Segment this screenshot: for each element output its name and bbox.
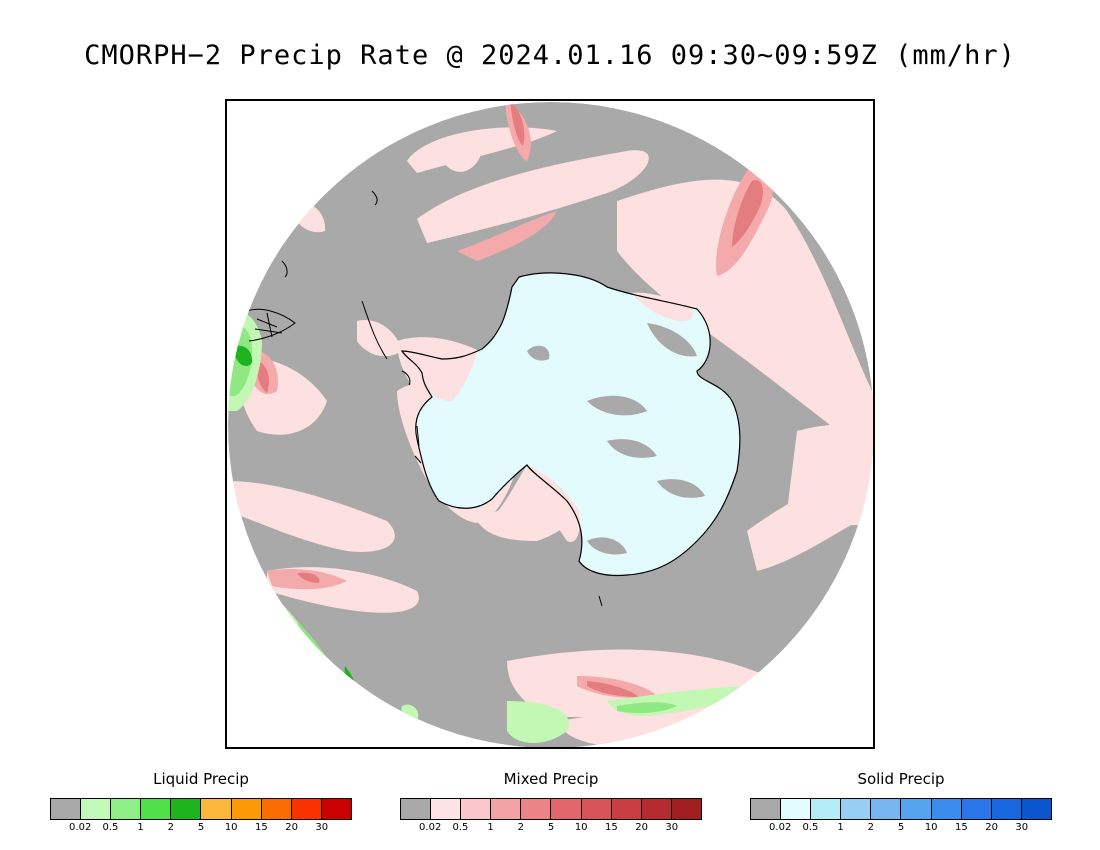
tick-label: 0.02 <box>69 822 92 833</box>
tick-label: 5 <box>547 822 555 833</box>
color-swatch <box>961 799 992 819</box>
legend-solid-precip: Solid Precip 0.02 0.5 1 2 5 10 15 20 30 <box>750 770 1052 836</box>
color-scale <box>400 798 702 820</box>
color-swatch <box>51 799 82 819</box>
legend-mixed-precip: Mixed Precip 0.02 0.5 1 2 5 10 15 20 30 <box>400 770 702 836</box>
coastal-mixed-precip <box>402 292 693 542</box>
tick-labels: 0.02 0.5 1 2 5 10 15 20 30 <box>50 822 352 836</box>
color-swatch <box>81 799 112 819</box>
legend-title: Liquid Precip <box>153 770 249 788</box>
tick-label: 30 <box>665 822 679 833</box>
tick-label: 2 <box>167 822 174 833</box>
color-swatch <box>751 799 782 819</box>
tick-label: 20 <box>285 822 298 833</box>
ice-no-precip-patches <box>527 323 705 555</box>
color-swatch <box>641 799 672 819</box>
color-swatch <box>521 799 552 819</box>
color-swatch <box>491 799 522 819</box>
tick-label: 1 <box>487 822 494 833</box>
map-frame <box>225 99 875 749</box>
tick-label: 5 <box>897 822 905 833</box>
tick-label: 0.02 <box>769 822 792 833</box>
color-swatch <box>291 799 322 819</box>
tick-labels: 0.02 0.5 1 2 5 10 15 20 30 <box>750 822 1052 836</box>
mixed-precip-heavy-areas <box>256 102 763 697</box>
tick-label: 30 <box>315 822 329 833</box>
antarctica-coastline <box>400 272 741 577</box>
legend-title: Mixed Precip <box>503 770 599 788</box>
tick-label: 1 <box>137 822 144 833</box>
tick-label: 1 <box>837 822 844 833</box>
color-scale <box>50 798 352 820</box>
legend-liquid-precip: Liquid Precip 0.02 0.5 1 2 5 10 15 20 30 <box>50 770 352 836</box>
tick-label: 2 <box>517 822 524 833</box>
tick-label: 5 <box>197 822 205 833</box>
tick-labels: 0.02 0.5 1 2 5 10 15 20 30 <box>400 822 702 836</box>
antarctica-landmass <box>402 272 740 576</box>
tick-label: 10 <box>924 822 938 833</box>
tick-label: 0.5 <box>452 822 469 833</box>
color-swatch <box>611 799 642 819</box>
color-swatch <box>201 799 232 819</box>
color-swatch <box>781 799 812 819</box>
color-swatch <box>671 799 701 819</box>
color-swatch <box>461 799 492 819</box>
tick-label: 20 <box>635 822 648 833</box>
color-swatch <box>261 799 292 819</box>
color-swatch <box>841 799 872 819</box>
color-swatch <box>141 799 172 819</box>
tick-label: 0.02 <box>419 822 442 833</box>
color-swatch <box>551 799 582 819</box>
polar-map <box>228 102 873 747</box>
southern-continents-coastlines <box>246 190 603 607</box>
color-swatch <box>171 799 202 819</box>
tick-label: 20 <box>985 822 998 833</box>
map-disk <box>228 102 873 747</box>
color-swatch <box>231 799 262 819</box>
tick-label: 2 <box>867 822 874 833</box>
tick-label: 10 <box>574 822 588 833</box>
tick-label: 0.5 <box>802 822 819 833</box>
mixed-precip-light-areas <box>228 127 873 747</box>
tick-label: 15 <box>955 822 968 833</box>
color-swatch <box>431 799 462 819</box>
tick-label: 0.5 <box>102 822 119 833</box>
color-swatch <box>901 799 932 819</box>
color-swatch <box>931 799 962 819</box>
color-swatch <box>581 799 612 819</box>
tick-label: 15 <box>605 822 618 833</box>
color-swatch <box>991 799 1022 819</box>
legend-title: Solid Precip <box>857 770 945 788</box>
color-swatch <box>871 799 902 819</box>
tick-label: 10 <box>224 822 238 833</box>
color-swatch <box>401 799 432 819</box>
color-scale <box>750 798 1052 820</box>
color-swatch <box>811 799 842 819</box>
tick-label: 15 <box>255 822 268 833</box>
color-swatch <box>111 799 142 819</box>
map-title: CMORPH−2 Precip Rate @ 2024.01.16 09:30~… <box>84 40 1016 71</box>
color-swatch <box>321 799 351 819</box>
color-swatch <box>1021 799 1051 819</box>
tick-label: 30 <box>1015 822 1029 833</box>
